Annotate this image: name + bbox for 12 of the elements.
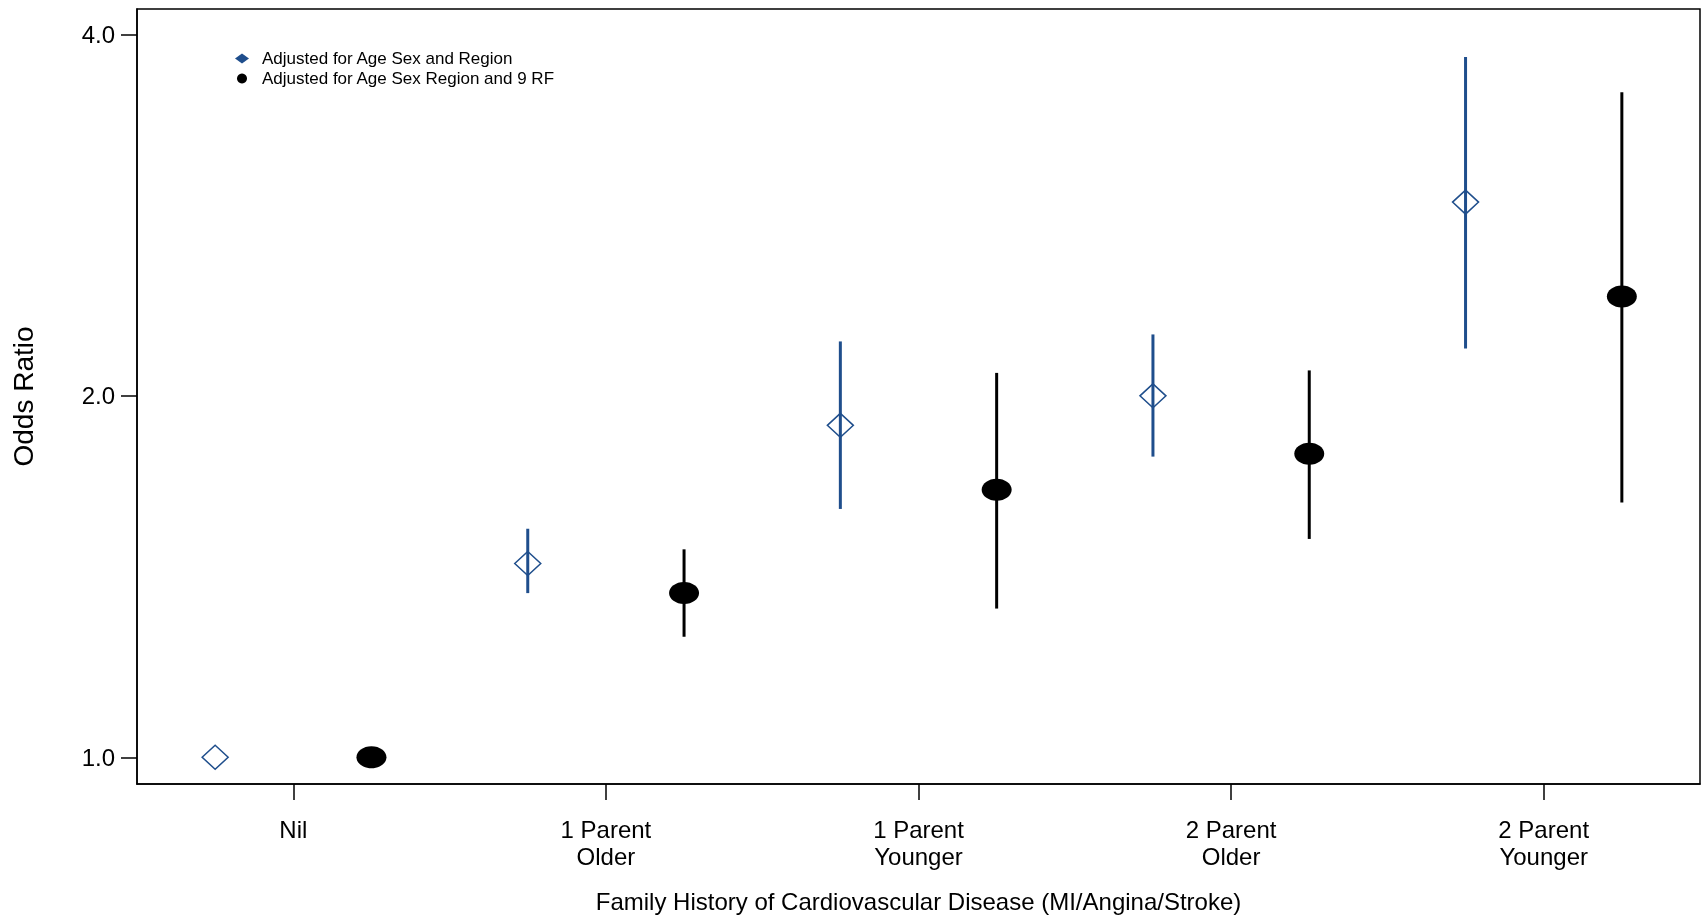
y-tick-label: 4.0 [81,20,115,48]
y-axis-title: Odds Ratio [7,326,39,467]
x-axis-title: Family History of Cardiovascular Disease (MI/Angina/Stroke) [595,887,1242,915]
y-tick-label: 1.0 [81,743,115,771]
x-tick-label: 1 Parent Older [560,816,652,870]
x-tick-label: 1 Parent Younger [873,816,965,870]
y-tick-label: 2.0 [81,382,115,410]
x-tick-label: 2 Parent Younger [1498,816,1590,870]
x-tick-label: Nil [279,816,308,843]
x-tick-label: 2 Parent Older [1185,816,1277,870]
legend-label: Adjusted for Age Sex and Region [262,49,513,68]
legend-label: Adjusted for Age Sex Region and 9 RF [262,69,555,88]
